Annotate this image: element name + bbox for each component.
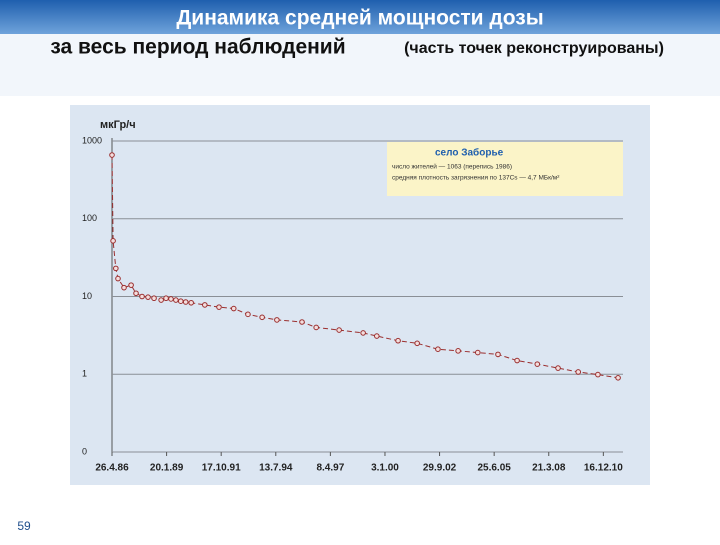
- data-point: [495, 351, 501, 358]
- data-point: [336, 327, 342, 333]
- data-point: [534, 361, 541, 367]
- data-point: [230, 305, 237, 312]
- data-point: [514, 357, 520, 364]
- x-tick-label: 17.10.91: [202, 463, 241, 474]
- data-point: [163, 295, 169, 302]
- data-point: [395, 337, 401, 344]
- header-band: [0, 0, 720, 34]
- annotation-line: средняя плотность загрязнения по 137Cs —…: [392, 175, 560, 182]
- data-point: [414, 340, 420, 347]
- data-point: [202, 302, 208, 308]
- data-point: [168, 296, 174, 302]
- data-point: [115, 275, 121, 282]
- x-tick-label: 16.12.10: [584, 463, 623, 474]
- data-point: [313, 324, 319, 331]
- y-tick-label: 0: [82, 446, 87, 456]
- data-point: [474, 349, 481, 356]
- y-tick-label: 100: [82, 213, 97, 223]
- page-number: 59: [17, 519, 31, 533]
- data-point: [128, 282, 134, 288]
- title-line2: за весь период наблюдений: [50, 36, 345, 59]
- data-point: [133, 290, 139, 297]
- data-point: [575, 369, 582, 375]
- data-point: [145, 294, 151, 300]
- y-tick-label: 1: [82, 369, 87, 379]
- data-point: [274, 317, 280, 323]
- data-point: [615, 375, 621, 381]
- x-tick-label: 29.9.02: [423, 463, 457, 474]
- data-point: [299, 319, 305, 325]
- data-point: [245, 311, 251, 318]
- data-point: [110, 238, 116, 244]
- data-point: [173, 297, 179, 303]
- series-line: [111, 155, 619, 379]
- data-point: [188, 299, 194, 306]
- x-tick-label: 13.7.94: [259, 463, 293, 474]
- data-point: [109, 152, 115, 158]
- data-point: [182, 299, 189, 305]
- x-tick-label: 8.4.97: [316, 463, 344, 474]
- x-tick-label: 21.3.08: [532, 463, 566, 474]
- x-tick-label: 3.1.00: [371, 463, 399, 474]
- x-tick-label: 20.1.89: [150, 463, 184, 474]
- annotation-box: [387, 142, 623, 196]
- title-line1: Динамика средней мощности дозы: [176, 7, 543, 30]
- data-point: [151, 295, 157, 302]
- y-axis-label: мкГр/ч: [100, 119, 136, 131]
- data-point: [555, 365, 561, 371]
- data-point: [121, 284, 127, 291]
- y-tick-label: 1000: [82, 135, 102, 145]
- data-point: [259, 314, 265, 321]
- data-point: [595, 371, 601, 378]
- y-tick-label: 10: [82, 291, 92, 301]
- data-point: [139, 293, 145, 300]
- title-note: (часть точек реконструированы): [404, 40, 664, 57]
- data-point: [435, 346, 441, 352]
- data-point: [158, 297, 164, 303]
- annotation-line: число жителей — 1063 (перепись 1986): [392, 163, 512, 171]
- data-point: [113, 265, 119, 272]
- header-fade: [0, 34, 720, 96]
- annotation-title: село Заборье: [435, 147, 504, 159]
- x-tick-label: 26.4.86: [95, 463, 129, 474]
- data-point: [455, 348, 461, 354]
- data-point: [373, 333, 380, 339]
- data-point: [177, 298, 184, 305]
- data-point: [216, 304, 222, 310]
- x-tick-label: 25.6.05: [477, 463, 511, 474]
- data-point: [360, 330, 366, 336]
